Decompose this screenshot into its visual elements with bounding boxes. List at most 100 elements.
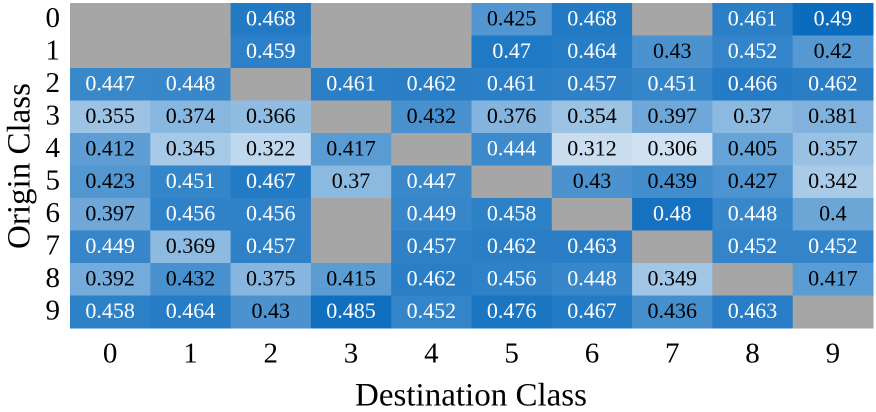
heatmap-cell — [792, 3, 874, 36]
cell-label: 0.458 — [487, 200, 537, 225]
cell-label: 0.449 — [85, 233, 135, 258]
missing-cell — [310, 35, 392, 69]
cell-label: 0.447 — [407, 168, 457, 193]
x-tick-label: 6 — [585, 338, 600, 370]
cell-label: 0.47 — [492, 38, 531, 63]
missing-cell — [551, 198, 633, 231]
heatmap-cell — [230, 100, 312, 134]
cell-label: 0.452 — [728, 38, 778, 63]
heatmap-cell — [230, 165, 312, 199]
heatmap-cell — [310, 263, 392, 296]
heatmap-cell — [391, 100, 472, 134]
cell-label: 0.485 — [326, 298, 376, 323]
cell-label: 0.417 — [808, 265, 858, 290]
heatmap-cell — [551, 3, 633, 36]
heatmap-cell — [792, 230, 874, 264]
heatmap-cell — [471, 230, 553, 264]
heatmap-cell — [712, 165, 794, 199]
heatmap-cell — [712, 198, 794, 231]
heatmap-cell — [712, 100, 794, 134]
heatmap-cell — [230, 198, 312, 231]
x-tick-label: 5 — [504, 338, 519, 370]
heatmap-cell — [471, 263, 553, 296]
heatmap-cell — [632, 165, 713, 199]
cell-label: 0.452 — [728, 233, 778, 258]
cell-label: 0.451 — [648, 70, 698, 95]
heatmap-cell — [310, 165, 392, 199]
cell-label: 0.43 — [252, 298, 291, 323]
y-tick-label: 1 — [46, 34, 61, 66]
cell-label: 0.447 — [85, 70, 135, 95]
missing-cell — [310, 198, 392, 231]
cell-label: 0.464 — [567, 38, 617, 63]
cell-label: 0.461 — [326, 70, 376, 95]
heatmap-cell — [551, 165, 633, 199]
heatmap-cell — [712, 68, 794, 101]
heatmap-cell — [632, 295, 713, 329]
cell-label: 0.462 — [808, 70, 858, 95]
missing-cell — [391, 35, 472, 69]
missing-cell — [70, 3, 151, 36]
heatmap-cell — [632, 68, 713, 101]
heatmap-cell — [712, 35, 794, 69]
cell-label: 0.463 — [728, 298, 778, 323]
heatmap-cell — [150, 263, 232, 296]
heatmap-cell — [712, 295, 794, 329]
heatmap-cell — [471, 35, 553, 69]
heatmap-cell — [792, 198, 874, 231]
cell-label: 0.417 — [326, 135, 376, 160]
heatmap-cell — [712, 133, 794, 166]
heatmap-cell — [391, 230, 472, 264]
cell-label: 0.48 — [653, 200, 692, 225]
cell-label: 0.425 — [487, 5, 537, 30]
cell-label: 0.345 — [166, 135, 216, 160]
missing-cell — [310, 100, 392, 134]
heatmap-cell — [792, 35, 874, 69]
x-tick-label: 4 — [424, 338, 439, 370]
x-axis-title: Destination Class — [355, 378, 587, 412]
cell-label: 0.448 — [166, 70, 216, 95]
cell-label: 0.392 — [85, 265, 135, 290]
missing-cell — [230, 68, 312, 101]
heatmap-cell — [712, 3, 794, 36]
heatmap-cell — [310, 295, 392, 329]
y-tick-label: 2 — [46, 67, 61, 99]
heatmap-cell — [792, 100, 874, 134]
heatmap-cell — [150, 68, 232, 101]
cell-label: 0.467 — [246, 168, 296, 193]
heatmap-cell — [632, 263, 713, 296]
heatmap-cell — [391, 198, 472, 231]
y-tick-label: 9 — [46, 294, 61, 326]
heatmap-cell — [632, 35, 713, 69]
heatmap-cell — [230, 35, 312, 69]
cell-label: 0.463 — [567, 233, 617, 258]
cell-label: 0.468 — [246, 5, 296, 30]
cell-label: 0.423 — [85, 168, 135, 193]
heatmap-cell — [70, 230, 151, 264]
cell-label: 0.462 — [407, 70, 457, 95]
cell-label: 0.375 — [246, 265, 296, 290]
cell-label: 0.448 — [567, 265, 617, 290]
missing-cell — [150, 3, 232, 36]
x-tick-label: 7 — [665, 338, 680, 370]
missing-cell — [391, 3, 472, 36]
missing-cell — [310, 230, 392, 264]
y-tick-label: 4 — [46, 132, 61, 164]
x-tick-label: 0 — [103, 338, 118, 370]
cell-label: 0.322 — [246, 135, 296, 160]
x-tick-label: 8 — [745, 338, 760, 370]
cell-label: 0.37 — [733, 103, 772, 128]
cell-label: 0.427 — [728, 168, 778, 193]
heatmap-cell — [230, 133, 312, 166]
cell-label: 0.458 — [85, 298, 135, 323]
heatmap-cell — [310, 133, 392, 166]
cell-label: 0.468 — [567, 5, 617, 30]
cell-label: 0.456 — [487, 265, 537, 290]
cell-label: 0.462 — [487, 233, 537, 258]
cell-label: 0.466 — [728, 70, 778, 95]
cell-label: 0.397 — [648, 103, 698, 128]
heatmap-cell — [70, 198, 151, 231]
missing-cell — [70, 35, 151, 69]
heatmap-cell — [391, 295, 472, 329]
